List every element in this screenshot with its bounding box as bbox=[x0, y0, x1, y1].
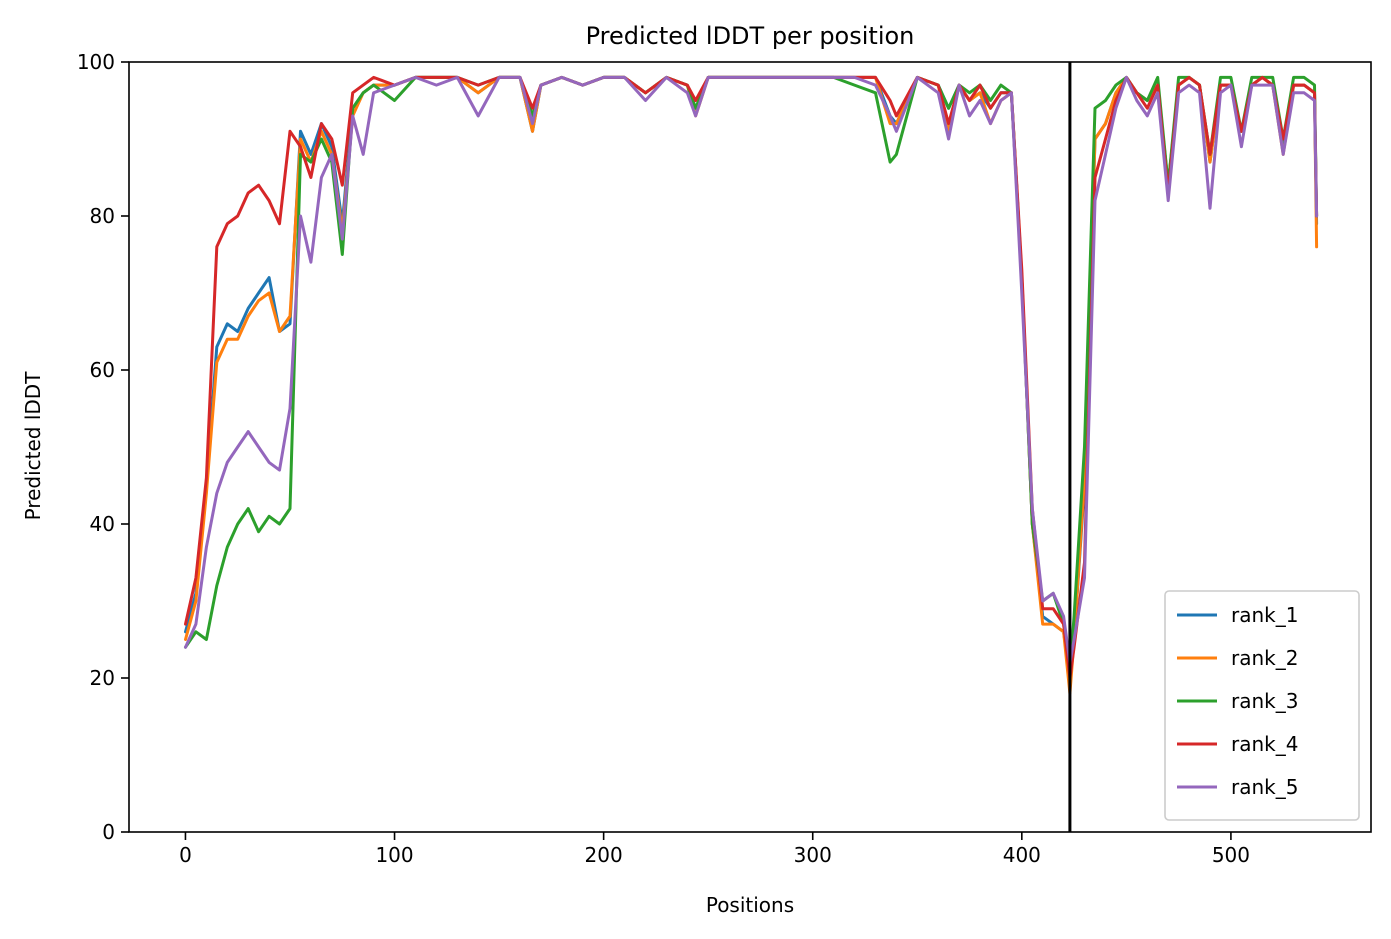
y-axis-ticks: 0 20 40 60 80 100 bbox=[77, 50, 129, 844]
x-axis-ticks: 0 100 200 300 400 500 bbox=[179, 832, 1250, 867]
legend-label: rank_3 bbox=[1231, 689, 1298, 713]
y-tick-label: 60 bbox=[90, 358, 115, 382]
x-tick-label: 200 bbox=[585, 843, 623, 867]
x-tick-label: 400 bbox=[1003, 843, 1041, 867]
axes-frame bbox=[128, 61, 1372, 833]
y-tick-label: 100 bbox=[77, 50, 115, 74]
x-tick-label: 500 bbox=[1212, 843, 1250, 867]
x-tick-label: 100 bbox=[375, 843, 413, 867]
legend-label: rank_4 bbox=[1231, 732, 1298, 756]
legend-label: rank_1 bbox=[1231, 603, 1298, 627]
legend-box bbox=[1164, 590, 1360, 821]
legend: rank_1 rank_2 rank_3 rank_4 rank_5 bbox=[1164, 590, 1360, 821]
series-line-rank-5 bbox=[184, 75, 1319, 665]
y-tick-label: 0 bbox=[102, 820, 115, 844]
plot-area bbox=[128, 61, 1372, 833]
x-tick-label: 300 bbox=[794, 843, 832, 867]
legend-label: rank_5 bbox=[1231, 775, 1298, 799]
y-tick-label: 80 bbox=[90, 204, 115, 228]
x-axis-title: Positions bbox=[706, 893, 794, 917]
y-axis-title: Predicted lDDT bbox=[21, 371, 45, 521]
series-layer bbox=[184, 75, 1319, 695]
legend-label: rank_2 bbox=[1231, 646, 1298, 670]
chart-title: Predicted lDDT per position bbox=[586, 22, 915, 50]
y-tick-label: 40 bbox=[90, 512, 115, 536]
y-tick-label: 20 bbox=[90, 666, 115, 690]
x-tick-label: 0 bbox=[179, 843, 192, 867]
